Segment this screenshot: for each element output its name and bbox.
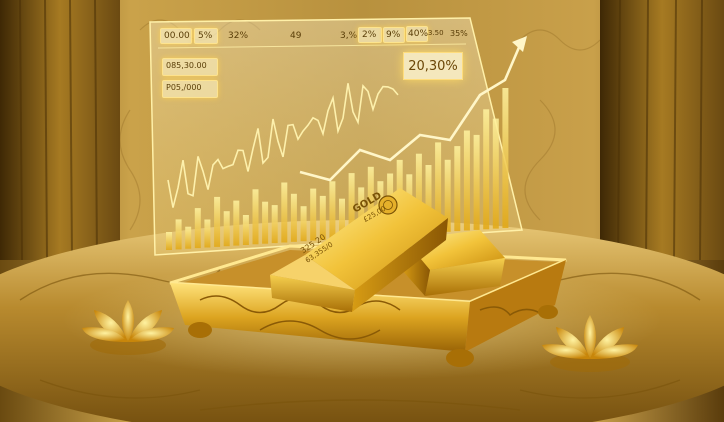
chart-screen <box>149 17 527 256</box>
chart-bar <box>252 189 259 245</box>
chart-bar <box>473 134 480 230</box>
header-label-3: 32% <box>228 31 249 41</box>
chart-bar <box>348 173 355 239</box>
header-label-4: 49 <box>290 31 302 41</box>
header-label-9: 3.50 <box>428 29 444 37</box>
header-label-7: 9% <box>386 30 401 40</box>
header-box-8 <box>406 26 428 42</box>
chart-bar <box>233 200 240 246</box>
header-label-2: 5% <box>198 31 213 41</box>
trend-arrow-head <box>512 36 527 52</box>
header-box-6 <box>358 27 382 43</box>
header-box-7 <box>383 27 405 43</box>
chart-bar <box>185 226 192 249</box>
chart-bar <box>463 130 470 231</box>
chart-bar <box>444 159 451 232</box>
chart-bar <box>483 109 490 230</box>
chart-bar <box>415 153 422 234</box>
chart-bar <box>204 219 211 248</box>
chart-bar <box>300 206 307 242</box>
chart-bar <box>319 195 326 240</box>
chart-bar <box>454 146 461 232</box>
chart-bar <box>166 232 172 250</box>
chart-bar <box>425 165 432 233</box>
chart-bar <box>271 205 278 244</box>
chart-bar <box>435 142 442 233</box>
side-box-1 <box>162 58 218 76</box>
chart-bar <box>310 188 317 241</box>
bar-right-side <box>352 218 448 312</box>
header-box-1 <box>160 28 192 44</box>
screen-top-divider <box>157 43 467 49</box>
wallpaper-pattern <box>119 19 601 231</box>
chart-bar <box>502 88 509 228</box>
gold-bar-main <box>270 188 448 312</box>
chart-bar <box>262 201 269 244</box>
side-label-2: P05,/000 <box>166 83 202 92</box>
chart-bar <box>242 215 249 245</box>
tray-side <box>465 260 566 352</box>
chart-bar <box>290 193 297 242</box>
header-label-10: 35% <box>450 29 468 38</box>
side-box-2 <box>162 80 218 98</box>
left-curtain-folds <box>19 0 98 261</box>
right-curtain-folds <box>617 0 703 261</box>
lotus-flower-right <box>542 315 638 372</box>
header-label-5: 3,% <box>340 31 358 41</box>
price-line <box>167 83 399 208</box>
chart-bar <box>329 181 336 240</box>
bar-top <box>305 188 448 290</box>
chart-bar <box>223 211 230 247</box>
header-box-2 <box>194 28 218 44</box>
tray-foot-back <box>538 305 558 319</box>
chart-bar <box>281 182 288 243</box>
tray-foot-right <box>446 349 474 367</box>
tray-foot-left <box>188 322 212 338</box>
chart-bar <box>492 118 499 229</box>
bar-left-face <box>270 255 355 290</box>
tray-front <box>170 283 470 352</box>
percent-badge: 20,30% <box>403 52 463 80</box>
bar-front <box>270 275 355 312</box>
side-label-1: 085,30.00 <box>166 61 207 70</box>
lotus-flower-left <box>82 300 174 355</box>
bar-emblem <box>378 195 398 215</box>
chart-bar <box>175 219 182 250</box>
chart-bar <box>358 187 365 238</box>
chart-bar <box>214 196 221 247</box>
trend-arrow <box>299 44 522 182</box>
header-label-1: 00.00 <box>164 31 190 41</box>
header-label-8: 40% <box>408 29 429 39</box>
chart-bar <box>194 208 201 249</box>
header-label-6: 2% <box>362 30 377 40</box>
chart-bar <box>339 198 345 239</box>
chart-bar <box>367 166 374 237</box>
left-curtain <box>0 0 120 260</box>
